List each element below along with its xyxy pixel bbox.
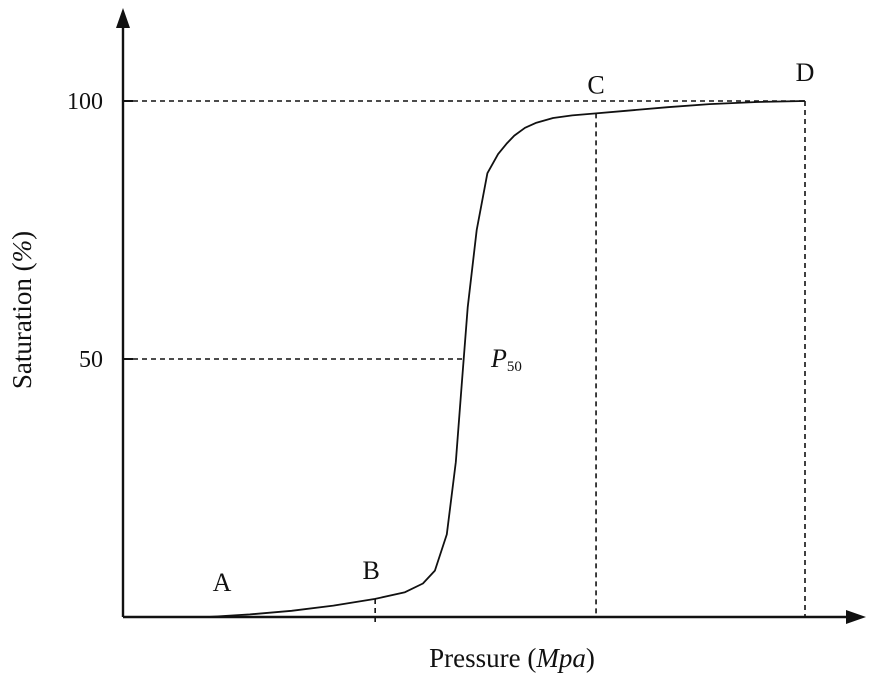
y-ticks: 50 100 <box>67 89 133 373</box>
point-labels: A B C D <box>213 58 815 597</box>
x-axis-title: Pressure (Mpa) <box>429 643 595 673</box>
saturation-curve <box>207 100 806 618</box>
y-tick-label: 100 <box>67 89 103 115</box>
point-label-a: A <box>213 568 232 597</box>
y-axis-title: Saturation (%) <box>7 231 37 389</box>
y-axis-arrowhead <box>116 8 130 28</box>
point-label-c: C <box>587 70 604 99</box>
point-label-b: B <box>362 556 379 585</box>
guide-lines <box>133 100 806 623</box>
p50-subscript: 50 <box>507 359 522 375</box>
p50-label: P50 <box>490 344 522 375</box>
x-axis-arrowhead <box>846 610 866 624</box>
point-label-d: D <box>796 58 815 87</box>
y-tick-label: 50 <box>79 347 103 373</box>
